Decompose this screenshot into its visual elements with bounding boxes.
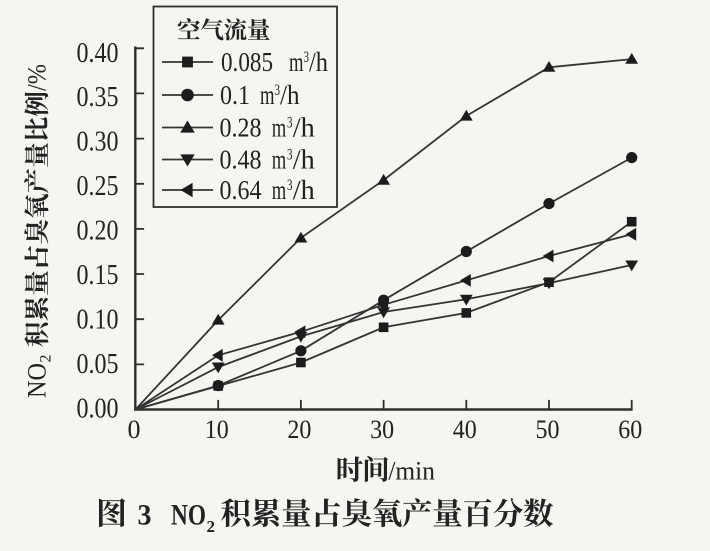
svg-text:0.10: 0.10 xyxy=(77,305,119,336)
svg-text:m: m xyxy=(272,175,287,205)
svg-text:/min: /min xyxy=(388,457,435,486)
svg-text:/h: /h xyxy=(293,145,316,175)
svg-text:3: 3 xyxy=(287,115,293,132)
svg-text:0.25: 0.25 xyxy=(77,171,119,202)
svg-text:0.48: 0.48 xyxy=(220,145,262,175)
svg-text:0.085: 0.085 xyxy=(221,47,273,77)
svg-text:NO: NO xyxy=(171,498,206,531)
svg-text:40: 40 xyxy=(453,415,477,444)
svg-text:3: 3 xyxy=(138,498,152,531)
svg-text:0.40: 0.40 xyxy=(77,38,119,69)
svg-text:2: 2 xyxy=(207,517,216,536)
svg-text:0.28: 0.28 xyxy=(220,113,262,143)
svg-text:0.1: 0.1 xyxy=(220,80,250,110)
svg-text:m: m xyxy=(289,47,304,77)
svg-text:10: 10 xyxy=(205,415,229,444)
svg-text:m: m xyxy=(260,80,275,110)
svg-text:3: 3 xyxy=(287,177,293,194)
svg-text:0.35: 0.35 xyxy=(77,82,119,113)
svg-text:/h: /h xyxy=(293,175,316,205)
svg-text:m: m xyxy=(272,145,287,175)
svg-text:/h: /h xyxy=(309,47,328,77)
svg-text:30: 30 xyxy=(370,415,394,444)
svg-text:0: 0 xyxy=(128,415,141,444)
svg-text:0.64: 0.64 xyxy=(220,175,262,205)
svg-text:m: m xyxy=(272,113,287,143)
svg-text:NO: NO xyxy=(23,363,52,398)
svg-text:60: 60 xyxy=(618,415,642,444)
svg-text:3: 3 xyxy=(287,147,293,164)
svg-text:0.30: 0.30 xyxy=(77,127,119,158)
svg-text:0.05: 0.05 xyxy=(77,349,119,380)
svg-text:3: 3 xyxy=(275,82,281,99)
svg-text:20: 20 xyxy=(287,415,311,444)
svg-text:50: 50 xyxy=(536,415,560,444)
svg-text:0.00: 0.00 xyxy=(77,393,119,424)
svg-text:0.15: 0.15 xyxy=(77,260,119,291)
svg-text:/h: /h xyxy=(293,113,316,143)
svg-text:0.20: 0.20 xyxy=(77,216,119,247)
svg-text:/%: /% xyxy=(23,64,52,91)
svg-text:/h: /h xyxy=(280,80,300,110)
svg-text:3: 3 xyxy=(304,49,310,66)
svg-text:2: 2 xyxy=(38,355,55,363)
